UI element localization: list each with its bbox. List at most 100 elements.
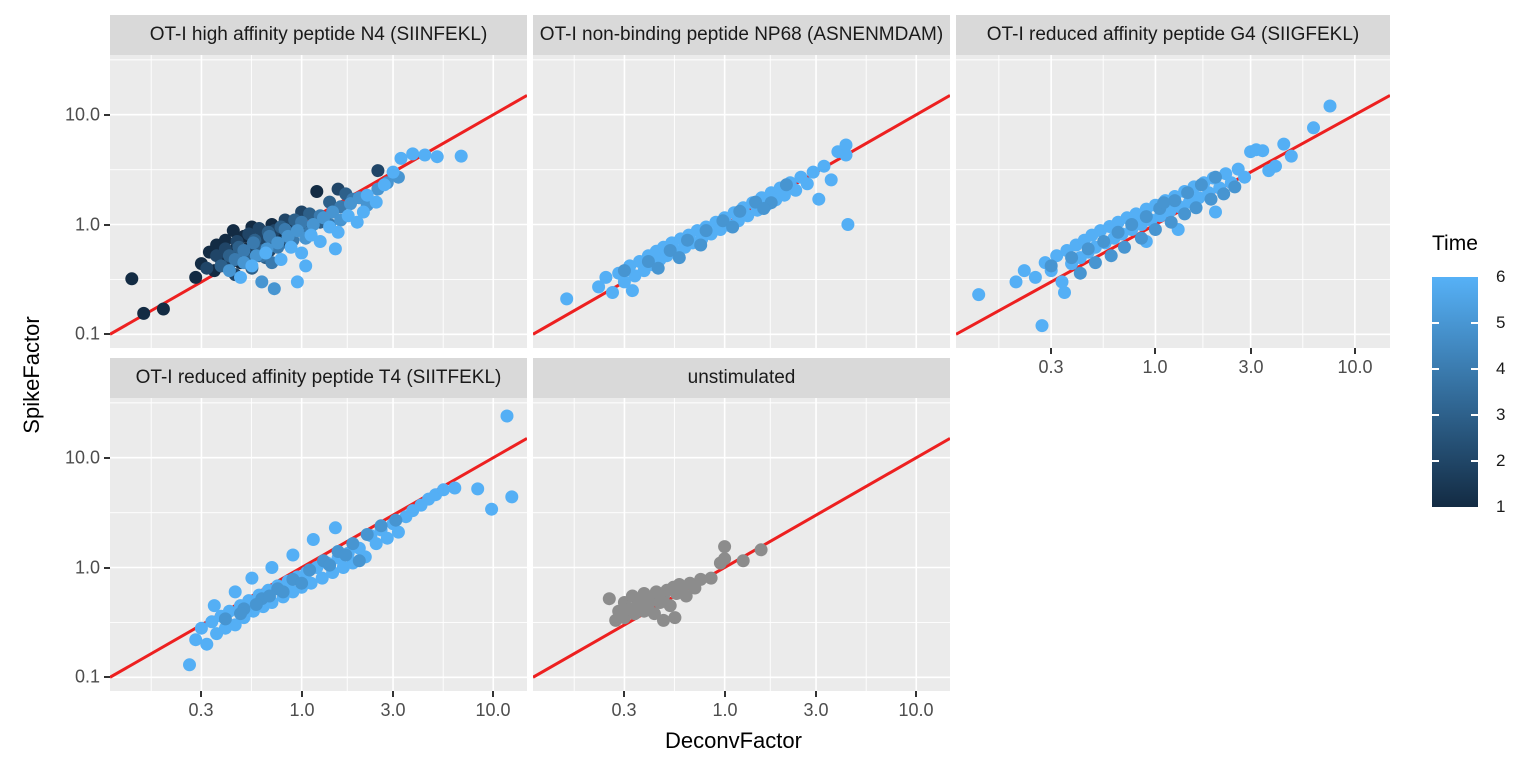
data-point [246,236,260,250]
data-point [304,576,318,590]
data-point [1323,99,1337,113]
y-tick-label: 10.0 [64,447,100,468]
data-point [295,576,309,590]
y-tick-mark [104,224,110,226]
data-point [323,195,337,209]
data-point [1178,207,1192,221]
x-tick-mark [1154,348,1156,354]
data-point [1217,187,1231,201]
data-point [1168,194,1182,208]
data-point [200,637,214,651]
data-point [718,540,732,554]
x-tick-mark [200,691,202,697]
data-point [265,561,279,574]
legend-tick-label: 4 [1496,359,1506,378]
x-tick-label: 0.3 [188,700,214,720]
data-point [228,618,242,632]
y-tick-label: 10.0 [64,104,100,125]
data-point [218,621,232,635]
data-point [1238,170,1252,184]
data-point [371,164,385,178]
legend-tick-label: 2 [1496,451,1506,470]
data-point [1164,215,1178,229]
x-tick-label: 10.0 [1337,357,1373,377]
data-point [295,246,309,260]
data-point [437,483,450,497]
data-point [1073,266,1087,280]
data-point [306,533,320,546]
data-point [625,284,639,298]
data-point [222,264,236,278]
legend-gradient-bar [1432,277,1478,507]
data-point [323,558,337,572]
y-tick-label: 0.1 [74,323,100,344]
data-point [592,280,606,294]
data-point [406,147,420,161]
y-tick-mark [104,567,110,569]
data-point [641,255,655,268]
facet-strip-title: unstimulated [533,358,950,398]
data-point [505,490,519,504]
data-point [274,253,288,266]
scatter-plot-svg [956,55,1390,348]
x-tick-label: 3.0 [380,700,406,720]
data-point [1134,231,1148,245]
data-point [377,178,391,192]
legend-bar-tick-mark [1432,322,1439,324]
data-point [500,409,514,423]
data-point [716,214,730,228]
data-point [694,238,708,252]
data-point [380,531,394,545]
data-point [617,275,631,289]
data-point [1209,170,1222,184]
data-point [183,658,196,672]
data-point [249,598,263,611]
data-point [306,218,320,231]
data-point [1081,242,1095,256]
data-point [255,275,269,289]
data-point [1307,121,1320,135]
data-point [824,173,838,187]
facet-strip-title: OT-I non-binding peptide NP68 (ASNENMDAM… [533,15,950,55]
data-point [1044,259,1058,273]
data-point [736,554,750,568]
data-point [207,599,221,613]
data-point [346,537,360,551]
scatter-plot-svg [533,55,950,348]
data-point [663,599,677,613]
data-point [374,519,388,533]
data-point [1118,240,1131,254]
x-tick-mark [301,691,303,697]
legend-bar-tick-mark [1471,414,1478,416]
x-tick-mark [915,691,917,697]
data-point [471,482,485,496]
data-point [1035,319,1049,333]
data-point [663,244,677,257]
data-point [326,205,340,219]
data-point [234,270,247,284]
x-tick-mark [623,691,625,697]
data-point [237,244,251,257]
data-point [218,612,232,626]
data-point [303,563,317,577]
y-tick-mark [104,114,110,116]
data-point [1256,144,1270,158]
x-tick-mark [1250,348,1252,354]
data-point [1111,225,1125,239]
legend-bar-tick-mark [1471,322,1478,324]
data-point [1284,149,1298,163]
data-point [304,228,318,242]
y-tick-mark [104,457,110,459]
data-point [560,292,574,306]
data-point [1181,186,1195,200]
facet-panel [956,55,1390,348]
x-tick-label: 1.0 [289,700,315,720]
y-tick-label: 0.1 [74,666,100,687]
data-point [125,272,139,286]
data-point [271,236,285,250]
data-point [668,611,682,625]
data-point [259,246,273,260]
data-point [284,240,298,254]
data-point [1148,223,1162,236]
facet-panel [110,398,527,691]
